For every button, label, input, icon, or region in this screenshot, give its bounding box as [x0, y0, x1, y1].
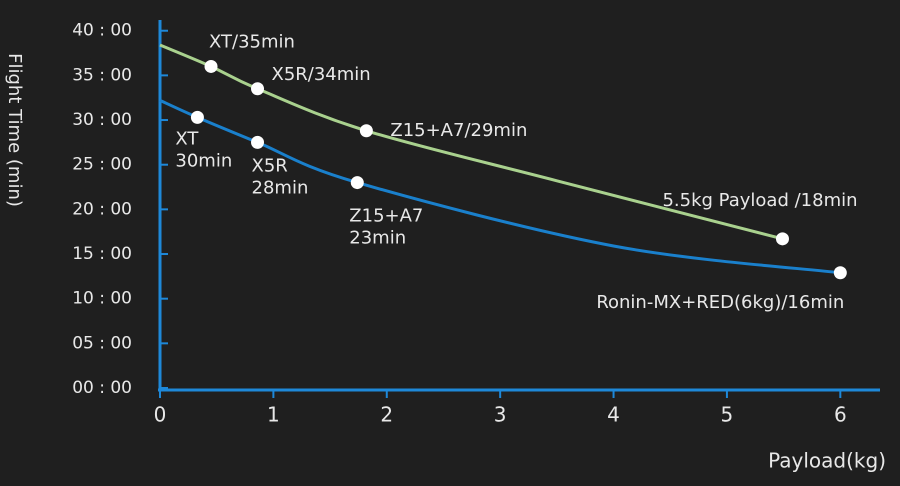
- y-tick-label: 40 : 00: [72, 21, 132, 41]
- y-tick-label: 05 : 00: [72, 333, 132, 353]
- point: [359, 124, 373, 138]
- point: [775, 232, 789, 246]
- point: [204, 59, 218, 73]
- point: [190, 110, 204, 124]
- point-label: X5R/34min: [272, 64, 371, 85]
- point: [251, 82, 265, 96]
- point-label: Ronin-MX+RED(6kg)/16min: [596, 292, 844, 313]
- x-tick-label: 5: [721, 403, 734, 427]
- y-tick-label: 30 : 00: [72, 110, 132, 130]
- point: [350, 176, 364, 190]
- y-tick-label: 35 : 00: [72, 65, 132, 85]
- x-tick-label: 2: [380, 403, 393, 427]
- point: [251, 135, 265, 149]
- point-label: Z15+A7: [349, 206, 423, 227]
- x-tick-label: 6: [834, 403, 847, 427]
- x-tick-label: 3: [494, 403, 507, 427]
- point-label: 5.5kg Payload /18min: [662, 190, 857, 211]
- y-tick-label: 10 : 00: [72, 289, 132, 309]
- y-tick-label: 25 : 00: [72, 155, 132, 175]
- point-label: X5R: [252, 155, 288, 176]
- point-label: Z15+A7/29min: [390, 120, 527, 141]
- point-label: XT: [175, 128, 199, 149]
- point: [833, 266, 847, 280]
- point-label: 30min: [175, 150, 232, 171]
- y-axis-label: Flight Time (min): [4, 53, 25, 207]
- point-label: 28min: [252, 177, 309, 198]
- x-tick-label: 1: [267, 403, 280, 427]
- x-tick-label: 4: [607, 403, 620, 427]
- point-label: XT/35min: [209, 31, 295, 52]
- y-tick-label: 00 : 00: [72, 378, 132, 398]
- y-tick-label: 15 : 00: [72, 244, 132, 264]
- y-tick-label: 20 : 00: [72, 199, 132, 219]
- x-tick-label: 0: [154, 403, 167, 427]
- x-axis-label: Payload(kg): [768, 449, 886, 473]
- point-label: 23min: [349, 228, 406, 249]
